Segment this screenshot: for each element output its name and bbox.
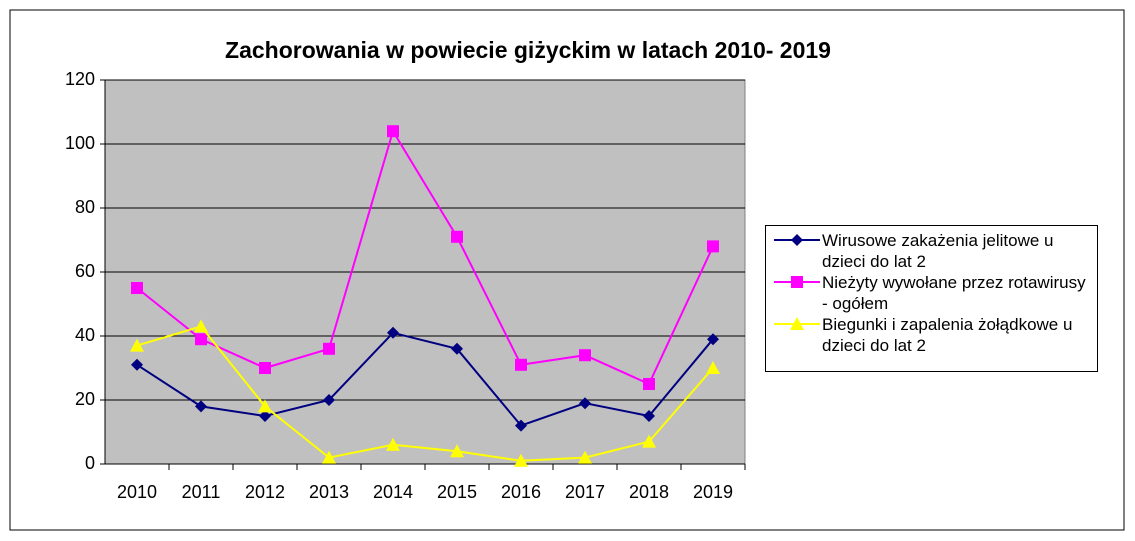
data-point bbox=[195, 333, 207, 346]
data-point bbox=[579, 349, 591, 362]
data-point bbox=[643, 410, 655, 422]
series-line bbox=[136, 128, 714, 386]
data-point bbox=[259, 362, 271, 374]
legend-marker bbox=[790, 317, 804, 330]
data-point bbox=[451, 230, 463, 243]
series-line bbox=[136, 325, 714, 462]
x-tick-label: 2019 bbox=[693, 482, 733, 502]
legend-label: Biegunki i zapalenia żołądkowe u dzieci … bbox=[822, 315, 1073, 355]
data-point bbox=[131, 282, 143, 294]
data-point bbox=[322, 450, 336, 464]
data-point bbox=[706, 361, 720, 374]
data-point bbox=[323, 342, 335, 355]
data-point bbox=[514, 453, 528, 467]
y-tick-label: 100 bbox=[65, 133, 95, 153]
data-point bbox=[386, 437, 400, 451]
y-tick-label: 20 bbox=[75, 389, 95, 409]
legend-entry: Biegunki i zapalenia żołądkowe u dzieci … bbox=[772, 314, 1091, 356]
y-tick-label: 40 bbox=[75, 325, 95, 345]
x-tick-label: 2018 bbox=[629, 482, 669, 502]
data-point bbox=[130, 338, 144, 352]
legend-icon bbox=[774, 317, 820, 330]
legend-entry: Nieżyty wywołane przez rotawirusy - ogół… bbox=[772, 272, 1091, 314]
x-tick-label: 2012 bbox=[245, 482, 285, 502]
data-point bbox=[195, 400, 207, 413]
data-point bbox=[578, 450, 592, 464]
x-tick-label: 2016 bbox=[501, 482, 541, 502]
legend-icon bbox=[774, 276, 820, 288]
legend-label: Nieżyty wywołane przez rotawirusy - ogół… bbox=[822, 273, 1086, 313]
data-point bbox=[451, 342, 463, 355]
series-line bbox=[136, 331, 714, 427]
data-point bbox=[323, 394, 335, 406]
legend-label: Wirusowe zakażenia jelitowe u dzieci do … bbox=[822, 231, 1054, 271]
data-point bbox=[642, 434, 656, 448]
data-point bbox=[258, 399, 272, 413]
chart-title: Zachorowania w powiecie giżyckim w latac… bbox=[225, 37, 831, 63]
data-point bbox=[707, 333, 719, 346]
data-point bbox=[450, 444, 464, 458]
data-point bbox=[387, 125, 399, 138]
y-tick-label: 0 bbox=[85, 453, 95, 473]
data-point bbox=[194, 319, 208, 333]
x-tick-label: 2015 bbox=[437, 482, 477, 502]
data-point bbox=[515, 358, 527, 371]
data-point bbox=[131, 358, 143, 371]
legend-icon bbox=[774, 234, 820, 246]
data-point bbox=[707, 240, 719, 253]
x-tick-label: 2014 bbox=[373, 482, 413, 502]
x-tick-label: 2011 bbox=[182, 482, 221, 502]
data-point bbox=[643, 378, 655, 390]
legend-marker bbox=[791, 234, 803, 246]
data-point bbox=[387, 326, 399, 339]
x-tick-label: 2017 bbox=[565, 482, 605, 502]
legend-marker bbox=[791, 276, 803, 288]
data-point bbox=[579, 397, 591, 410]
legend-entry: Wirusowe zakażenia jelitowe u dzieci do … bbox=[772, 230, 1091, 272]
legend: Wirusowe zakażenia jelitowe u dzieci do … bbox=[765, 225, 1098, 372]
x-tick-label: 2013 bbox=[309, 482, 349, 502]
y-tick-label: 80 bbox=[75, 197, 95, 217]
data-point bbox=[515, 419, 527, 432]
x-tick-label: 2010 bbox=[117, 482, 157, 502]
data-point bbox=[259, 410, 271, 422]
y-tick-label: 60 bbox=[75, 261, 95, 281]
y-tick-label: 120 bbox=[65, 69, 95, 89]
